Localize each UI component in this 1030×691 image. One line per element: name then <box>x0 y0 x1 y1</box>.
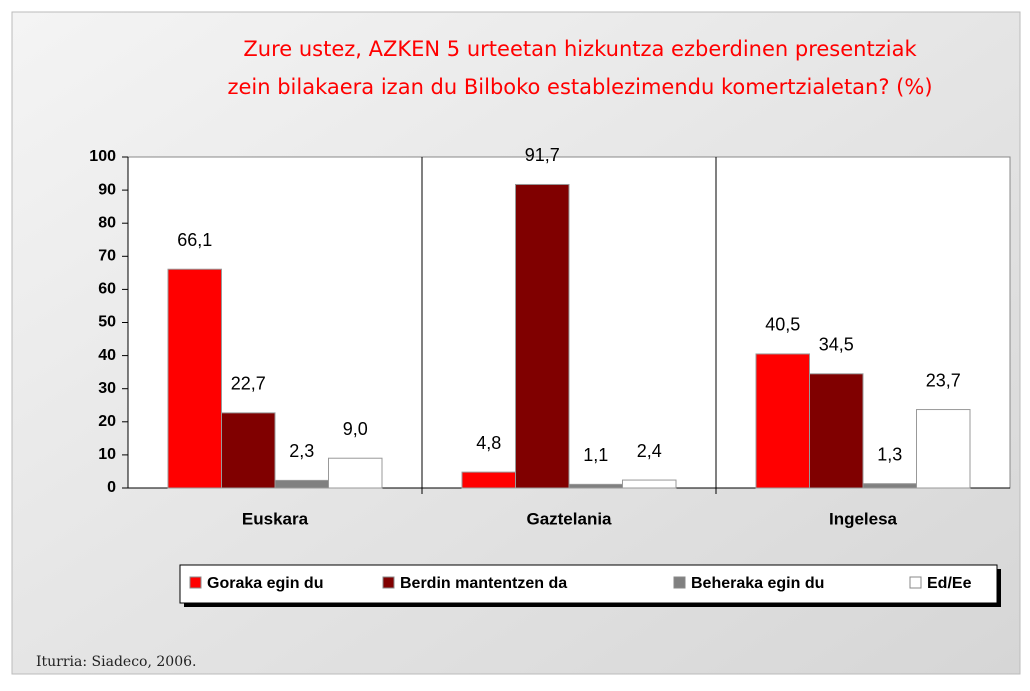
value-label: 9,0 <box>343 419 368 439</box>
value-label: 1,3 <box>877 444 902 464</box>
value-label: 40,5 <box>765 315 800 335</box>
bar <box>568 483 623 489</box>
y-tick-label: 10 <box>98 446 116 463</box>
bar <box>862 483 917 489</box>
bar <box>622 479 677 489</box>
value-label: 91,7 <box>525 145 560 165</box>
y-tick-label: 20 <box>98 413 116 430</box>
legend-label: Ed/Ee <box>927 575 972 592</box>
x-tick-label: Gaztelania <box>526 509 612 528</box>
bar <box>809 373 864 489</box>
y-tick-label: 100 <box>89 148 116 165</box>
y-tick-label: 0 <box>107 479 116 496</box>
value-label: 23,7 <box>926 370 961 390</box>
y-tick-label: 80 <box>98 214 116 231</box>
value-label: 1,1 <box>583 445 608 465</box>
legend-swatch <box>189 576 202 589</box>
y-tick-label: 90 <box>98 181 116 198</box>
bar <box>755 353 810 489</box>
value-label: 22,7 <box>231 374 266 394</box>
value-label: 34,5 <box>819 335 854 355</box>
legend-label: Beheraka egin du <box>691 575 824 592</box>
value-label: 66,1 <box>177 230 212 250</box>
bar <box>274 479 329 489</box>
x-tick-label: Euskara <box>242 509 309 528</box>
value-label: 2,3 <box>289 441 314 461</box>
y-tick-label: 30 <box>98 380 116 397</box>
bar <box>916 409 971 489</box>
bar <box>328 457 383 489</box>
y-tick-label: 50 <box>98 314 116 331</box>
source-note: Iturria: Siadeco, 2006. <box>36 654 196 670</box>
legend-label: Berdin mantentzen da <box>400 575 567 592</box>
chart-title: Zure ustez, AZKEN 5 urteetan hizkuntza e… <box>243 37 917 61</box>
legend-swatch <box>909 576 922 589</box>
y-tick-label: 70 <box>98 248 116 265</box>
bar <box>461 471 516 489</box>
y-tick-label: 60 <box>98 281 116 298</box>
legend-label: Goraka egin du <box>207 575 323 592</box>
value-label: 2,4 <box>637 441 662 461</box>
bar <box>167 268 222 489</box>
bar <box>221 412 276 489</box>
chart-title: zein bilakaera izan du Bilboko establezi… <box>227 75 932 99</box>
y-tick-label: 40 <box>98 347 116 364</box>
x-tick-label: Ingelesa <box>829 509 898 528</box>
legend <box>179 564 998 604</box>
legend-swatch <box>673 576 686 589</box>
legend-swatch <box>382 576 395 589</box>
value-label: 4,8 <box>476 433 501 453</box>
bar <box>515 183 570 489</box>
